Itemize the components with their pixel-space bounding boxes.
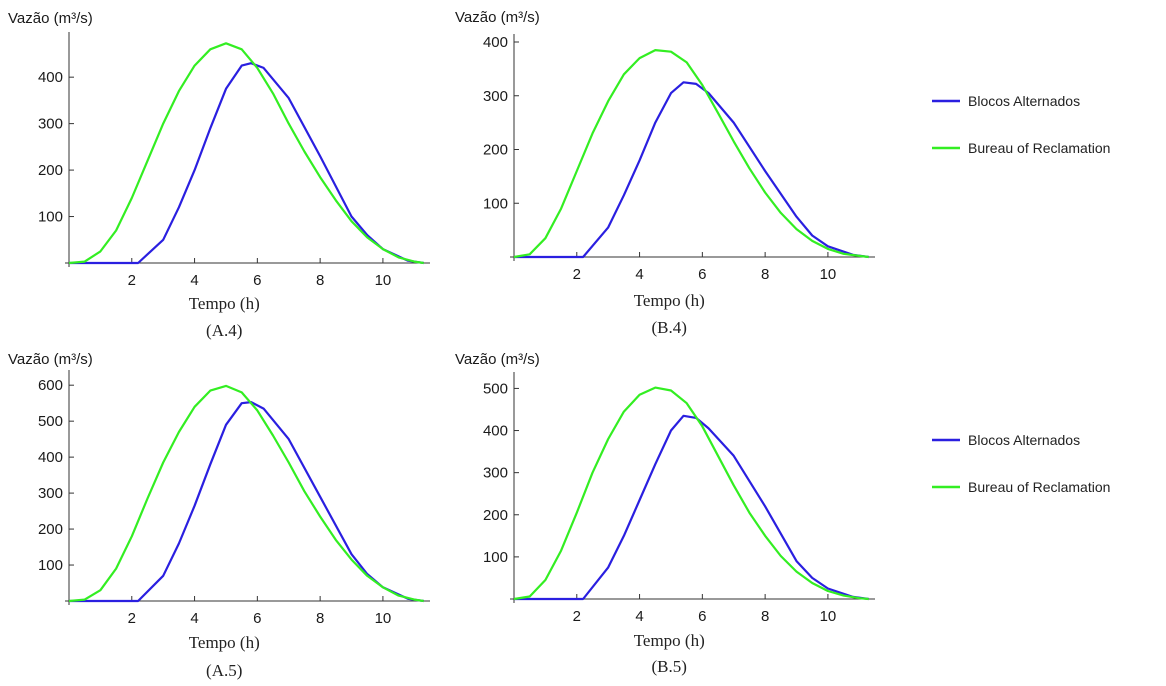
y-axis-label-b5: Vazão (m³/s)	[455, 351, 540, 368]
x-axis-label-a4: Tempo (h)	[189, 294, 260, 313]
y-tick-label-a5: 100	[38, 557, 63, 574]
x-tick-label-b4: 8	[761, 266, 769, 283]
x-tick-label-a5: 6	[253, 610, 261, 627]
legend-label-blocos-top: Blocos Alternados	[968, 93, 1080, 109]
legend-top: Blocos Alternados Bureau of Reclamation	[932, 93, 1110, 156]
x-tick-label-a5: 10	[375, 610, 392, 627]
x-tick-label-b5: 6	[698, 608, 706, 625]
series-bureau-of-reclamation-b5	[513, 386, 869, 601]
x-tick-label-a5: 2	[128, 610, 136, 627]
y-tick-label-b5: 300	[483, 465, 508, 482]
y-tick-label-b4: 300	[483, 88, 508, 105]
y-tick-label-b5: 400	[483, 423, 508, 440]
series-blocos-alternados-b5	[514, 414, 869, 601]
y-tick-label-b4: 200	[483, 142, 508, 159]
x-tick-label-a4: 8	[316, 272, 324, 289]
y-tick-label-b5: 500	[483, 380, 508, 397]
y-axis-label-b4: Vazão (m³/s)	[455, 9, 540, 26]
legend-label-bureau-top: Bureau of Reclamation	[968, 140, 1110, 156]
series-blocos-alternados-b4	[514, 81, 869, 259]
series-bureau-of-reclamation-b4	[513, 49, 869, 259]
y-tick-label-a5: 200	[38, 521, 63, 538]
y-tick-label-a5: 500	[38, 413, 63, 430]
x-tick-label-b4: 2	[573, 266, 581, 283]
x-tick-label-b4: 4	[635, 266, 643, 283]
y-axis-label-a4: Vazão (m³/s)	[8, 10, 93, 27]
chart-panel-b4: 2 4 6 8 10 100 200 300 400 Vazão (m³/s) Tempo (h) (…	[455, 9, 875, 337]
series-bureau-of-reclamation-a4	[68, 42, 424, 265]
y-tick-label-a5: 400	[38, 449, 63, 466]
legend-label-blocos-bottom: Blocos Alternados	[968, 432, 1080, 448]
x-tick-label-b5: 8	[761, 608, 769, 625]
x-tick-label-a4: 6	[253, 272, 261, 289]
y-tick-label-b5: 200	[483, 507, 508, 524]
x-tick-label-a5: 4	[190, 610, 198, 627]
chart-panel-b5: 2 4 6 8 10 100 200 300 400 500 Vazão (m³/s) Tempo (…	[455, 351, 875, 676]
x-tick-label-a4: 2	[128, 272, 136, 289]
x-tick-label-b5: 2	[573, 608, 581, 625]
y-tick-label-b5: 100	[483, 549, 508, 566]
chart-panel-a5: 2 4 6 8 10 100 200 300 400 500 600 Vazão (m³/s) Temp…	[8, 351, 430, 680]
y-tick-label-a4: 100	[38, 209, 63, 226]
y-axis-label-a5: Vazão (m³/s)	[8, 351, 93, 368]
x-tick-label-a4: 4	[190, 272, 198, 289]
y-tick-label-a4: 400	[38, 69, 63, 86]
x-axis-label-b5: Tempo (h)	[634, 631, 705, 650]
y-tick-label-b4: 100	[483, 195, 508, 212]
series-blocos-alternados-a4	[69, 62, 424, 265]
y-tick-label-a4: 300	[38, 116, 63, 133]
series-blocos-alternados-a5	[69, 401, 424, 603]
x-tick-label-b5: 4	[635, 608, 643, 625]
x-tick-label-b5: 10	[820, 608, 837, 625]
y-tick-label-a5: 300	[38, 485, 63, 502]
y-tick-label-a5: 600	[38, 377, 63, 394]
x-tick-label-b4: 10	[820, 266, 837, 283]
chart-panel-a4: 2 4 6 8 10 100 200 300 400 Vazão (m³/s) Tempo (h) (…	[8, 10, 430, 340]
legend-bottom: Blocos Alternados Bureau of Reclamation	[932, 432, 1110, 495]
legend-label-bureau-bottom: Bureau of Reclamation	[968, 479, 1110, 495]
x-tick-label-b4: 6	[698, 266, 706, 283]
panel-label-a4: (A.4)	[206, 321, 242, 340]
x-axis-label-b4: Tempo (h)	[634, 291, 705, 310]
y-tick-label-a4: 200	[38, 162, 63, 179]
x-tick-label-a4: 10	[375, 272, 392, 289]
x-tick-label-a5: 8	[316, 610, 324, 627]
series-bureau-of-reclamation-a5	[68, 384, 424, 603]
x-axis-label-a5: Tempo (h)	[189, 633, 260, 652]
panel-label-a5: (A.5)	[206, 661, 242, 680]
panel-label-b5: (B.5)	[652, 657, 687, 676]
panel-label-b4: (B.4)	[652, 318, 687, 337]
y-tick-label-b4: 400	[483, 34, 508, 51]
